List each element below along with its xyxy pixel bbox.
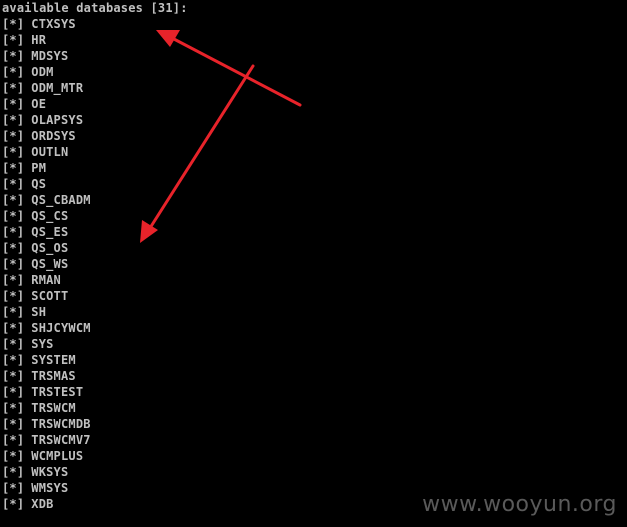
database-name: QS_ES bbox=[31, 225, 69, 239]
database-name: RMAN bbox=[31, 273, 61, 287]
item-prefix: [*] bbox=[2, 161, 25, 175]
item-prefix: [*] bbox=[2, 33, 25, 47]
item-prefix: [*] bbox=[2, 17, 25, 31]
item-prefix: [*] bbox=[2, 97, 25, 111]
database-list-item: [*] SYS bbox=[2, 336, 188, 352]
database-list-item: [*] QS_OS bbox=[2, 240, 188, 256]
item-prefix: [*] bbox=[2, 177, 25, 191]
database-list-item: [*] TRSWCM bbox=[2, 400, 188, 416]
database-list-item: [*] ODM bbox=[2, 64, 188, 80]
database-name: SYS bbox=[31, 337, 54, 351]
database-name: WCMPLUS bbox=[31, 449, 84, 463]
database-list-item: [*] TRSTEST bbox=[2, 384, 188, 400]
database-list-item: [*] QS_WS bbox=[2, 256, 188, 272]
item-prefix: [*] bbox=[2, 49, 25, 63]
database-list-item: [*] QS_CS bbox=[2, 208, 188, 224]
database-name: PM bbox=[31, 161, 47, 175]
database-name: SH bbox=[31, 305, 47, 319]
item-prefix: [*] bbox=[2, 353, 25, 367]
database-list-item: [*] TRSMAS bbox=[2, 368, 188, 384]
database-list-item: [*] ORDSYS bbox=[2, 128, 188, 144]
database-list-item: [*] SCOTT bbox=[2, 288, 188, 304]
database-name: TRSWCMDB bbox=[31, 417, 91, 431]
database-name: MDSYS bbox=[31, 49, 69, 63]
item-prefix: [*] bbox=[2, 337, 25, 351]
database-name: SCOTT bbox=[31, 289, 69, 303]
database-list-item: [*] TRSWCMV7 bbox=[2, 432, 188, 448]
database-name: TRSWCM bbox=[31, 401, 76, 415]
database-list-item: [*] SYSTEM bbox=[2, 352, 188, 368]
watermark: www.wooyun.org bbox=[422, 492, 617, 517]
item-prefix: [*] bbox=[2, 497, 25, 511]
item-prefix: [*] bbox=[2, 193, 25, 207]
database-name: OE bbox=[31, 97, 47, 111]
database-list-item: [*] OE bbox=[2, 96, 188, 112]
database-list-item: [*] OLAPSYS bbox=[2, 112, 188, 128]
database-name: OLAPSYS bbox=[31, 113, 84, 127]
database-name: SYSTEM bbox=[31, 353, 76, 367]
item-prefix: [*] bbox=[2, 257, 25, 271]
database-name: QS_WS bbox=[31, 257, 69, 271]
item-prefix: [*] bbox=[2, 369, 25, 383]
database-name: TRSTEST bbox=[31, 385, 84, 399]
item-prefix: [*] bbox=[2, 417, 25, 431]
item-prefix: [*] bbox=[2, 209, 25, 223]
item-prefix: [*] bbox=[2, 481, 25, 495]
database-name: OUTLN bbox=[31, 145, 69, 159]
database-name: TRSMAS bbox=[31, 369, 76, 383]
database-name: QS_CBADM bbox=[31, 193, 91, 207]
database-list-item: [*] QS bbox=[2, 176, 188, 192]
item-prefix: [*] bbox=[2, 129, 25, 143]
terminal-output: available databases [31]: [*] CTXSYS [*] HR… bbox=[2, 0, 188, 512]
database-list-item: [*] WKSYS bbox=[2, 464, 188, 480]
database-list-item: [*] HR bbox=[2, 32, 188, 48]
database-name: TRSWCMV7 bbox=[31, 433, 91, 447]
database-list-item: [*] WCMPLUS bbox=[2, 448, 188, 464]
database-name: CTXSYS bbox=[31, 17, 76, 31]
item-prefix: [*] bbox=[2, 289, 25, 303]
database-list-item: [*] XDB bbox=[2, 496, 188, 512]
item-prefix: [*] bbox=[2, 145, 25, 159]
item-prefix: [*] bbox=[2, 225, 25, 239]
database-list-item: [*] SH bbox=[2, 304, 188, 320]
database-name: SHJCYWCM bbox=[31, 321, 91, 335]
item-prefix: [*] bbox=[2, 401, 25, 415]
database-name: ODM_MTR bbox=[31, 81, 84, 95]
output-header: available databases [31]: bbox=[2, 1, 188, 15]
database-list-item: [*] MDSYS bbox=[2, 48, 188, 64]
item-prefix: [*] bbox=[2, 305, 25, 319]
item-prefix: [*] bbox=[2, 241, 25, 255]
database-list-item: [*] WMSYS bbox=[2, 480, 188, 496]
database-name: QS_OS bbox=[31, 241, 69, 255]
database-name: XDB bbox=[31, 497, 54, 511]
database-name: HR bbox=[31, 33, 47, 47]
database-list-item: [*] OUTLN bbox=[2, 144, 188, 160]
database-name: ODM bbox=[31, 65, 54, 79]
item-prefix: [*] bbox=[2, 113, 25, 127]
database-name: ORDSYS bbox=[31, 129, 76, 143]
item-prefix: [*] bbox=[2, 321, 25, 335]
item-prefix: [*] bbox=[2, 65, 25, 79]
database-name: QS_CS bbox=[31, 209, 69, 223]
database-list-item: [*] RMAN bbox=[2, 272, 188, 288]
database-list-item: [*] PM bbox=[2, 160, 188, 176]
database-list-item: [*] QS_CBADM bbox=[2, 192, 188, 208]
item-prefix: [*] bbox=[2, 81, 25, 95]
item-prefix: [*] bbox=[2, 449, 25, 463]
database-list-item: [*] TRSWCMDB bbox=[2, 416, 188, 432]
database-list-item: [*] QS_ES bbox=[2, 224, 188, 240]
item-prefix: [*] bbox=[2, 433, 25, 447]
database-name: WKSYS bbox=[31, 465, 69, 479]
database-list-item: [*] ODM_MTR bbox=[2, 80, 188, 96]
item-prefix: [*] bbox=[2, 273, 25, 287]
database-name: QS bbox=[31, 177, 47, 191]
item-prefix: [*] bbox=[2, 385, 25, 399]
database-list-item: [*] SHJCYWCM bbox=[2, 320, 188, 336]
database-name: WMSYS bbox=[31, 481, 69, 495]
item-prefix: [*] bbox=[2, 465, 25, 479]
database-list-item: [*] CTXSYS bbox=[2, 16, 188, 32]
